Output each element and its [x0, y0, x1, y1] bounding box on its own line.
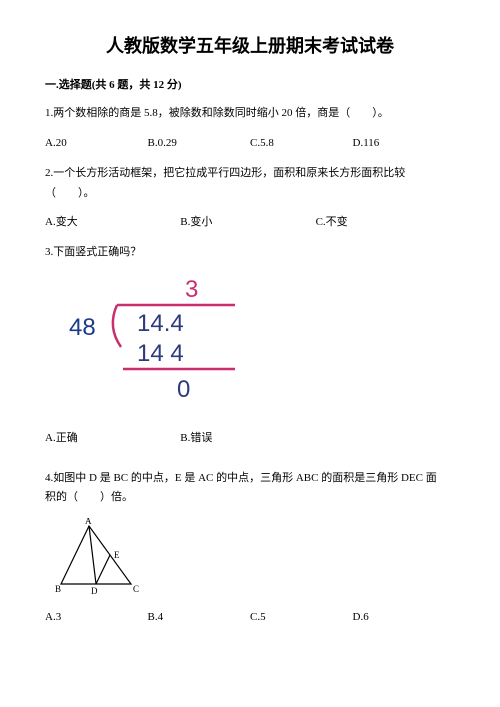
q1-options: A.20 B.0.29 C.5.8 D.116 — [45, 134, 455, 154]
line-de — [96, 555, 110, 584]
remainder-num: 0 — [177, 376, 190, 403]
q2-option-c: C.不变 — [316, 213, 451, 233]
long-division-svg: 3 48 14.4 14 4 0 — [65, 277, 245, 407]
q1-text: 1.两个数相除的商是 5.8，被除数和除数同时缩小 20 倍，商是（ ）。 — [45, 104, 455, 124]
q4-options: A.3 B.4 C.5 D.6 — [45, 608, 455, 628]
q4-option-a: A.3 — [45, 608, 148, 628]
label-e: E — [114, 550, 120, 560]
q3-text: 3.下面竖式正确吗？ — [45, 243, 455, 263]
q4-option-d: D.6 — [353, 608, 456, 628]
label-a: A — [85, 518, 92, 526]
q1-option-d: D.116 — [353, 134, 456, 154]
q2-text1: 2.一个长方形活动框架，把它拉成平行四边形，面积和原来长方形面积比较 — [45, 164, 455, 184]
q2-options: A.变大 B.变小 C.不变 — [45, 213, 455, 233]
dividend-num: 14.4 — [137, 310, 184, 337]
q1-option-b: B.0.29 — [148, 134, 251, 154]
q3-option-a: A.正确 — [45, 429, 180, 449]
q2-option-a: A.变大 — [45, 213, 180, 233]
division-bracket — [113, 305, 121, 347]
q1-option-a: A.20 — [45, 134, 148, 154]
triangle-abc — [61, 526, 131, 584]
product-num: 14 4 — [137, 340, 184, 367]
q3-options: A.正确 B.错误 — [45, 429, 455, 449]
q1-option-c: C.5.8 — [250, 134, 353, 154]
q4-triangle-figure: A B C D E — [55, 518, 455, 604]
q2-text2: （ ）。 — [45, 184, 455, 204]
label-c: C — [133, 584, 139, 594]
q4-text1: 4.如图中 D 是 BC 的中点，E 是 AC 的中点，三角形 ABC 的面积是… — [45, 469, 455, 489]
q4-option-c: C.5 — [250, 608, 353, 628]
q3-option-b: B.错误 — [180, 429, 315, 449]
label-b: B — [55, 584, 61, 594]
triangle-svg: A B C D E — [55, 518, 155, 596]
q2-option-b: B.变小 — [180, 213, 315, 233]
quotient-num: 3 — [185, 277, 198, 303]
page-title: 人教版数学五年级上册期末考试试卷 — [45, 30, 455, 62]
divisor-num: 48 — [69, 314, 96, 341]
q4-option-b: B.4 — [148, 608, 251, 628]
section-header: 一.选择题(共 6 题，共 12 分) — [45, 76, 455, 96]
q4-text2: 积的（ ）倍。 — [45, 488, 455, 508]
q3-division-figure: 3 48 14.4 14 4 0 — [65, 277, 235, 415]
label-d: D — [91, 586, 98, 596]
